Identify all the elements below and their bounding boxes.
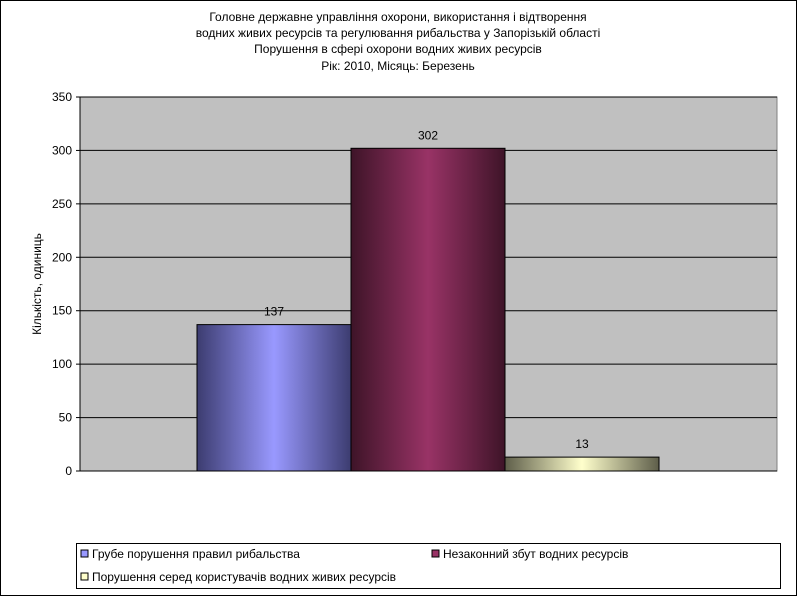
legend-swatch (80, 549, 89, 558)
data-label: 13 (575, 437, 589, 451)
y-tick-label: 150 (52, 304, 72, 318)
y-tick-label: 50 (59, 411, 73, 425)
bar-1 (196, 324, 352, 472)
legend-swatch (431, 549, 440, 558)
y-axis-label: Кількість, одиниць (30, 233, 44, 335)
bar-2 (350, 147, 506, 472)
y-tick-label: 250 (52, 197, 72, 211)
title-line-1: Головне державне управління охорони, вик… (209, 10, 586, 24)
legend-label: Незаконний збут водних ресурсів (443, 547, 628, 561)
legend-label: Порушення серед користувачів водних живи… (92, 570, 396, 584)
title-line-4: Рік: 2010, Місяць: Березень (321, 59, 474, 73)
legend-swatch (80, 572, 89, 581)
data-label: 137 (264, 305, 284, 319)
title-line-2: водних живих ресурсів та регулювання риб… (196, 26, 601, 40)
y-tick-label: 350 (52, 90, 72, 104)
bar-3 (504, 456, 660, 472)
title-line-3: Порушення в сфері охорони водних живих р… (254, 42, 542, 56)
y-tick-label: 200 (52, 250, 72, 264)
y-tick-label: 0 (65, 464, 72, 478)
y-tick-label: 300 (52, 143, 72, 157)
y-tick-label: 100 (52, 357, 72, 371)
legend (76, 543, 781, 589)
chart-title: Головне державне управління охорони, вик… (196, 10, 601, 73)
legend-label: Грубе порушення правил рибальства (92, 547, 300, 561)
data-label: 302 (418, 128, 438, 142)
